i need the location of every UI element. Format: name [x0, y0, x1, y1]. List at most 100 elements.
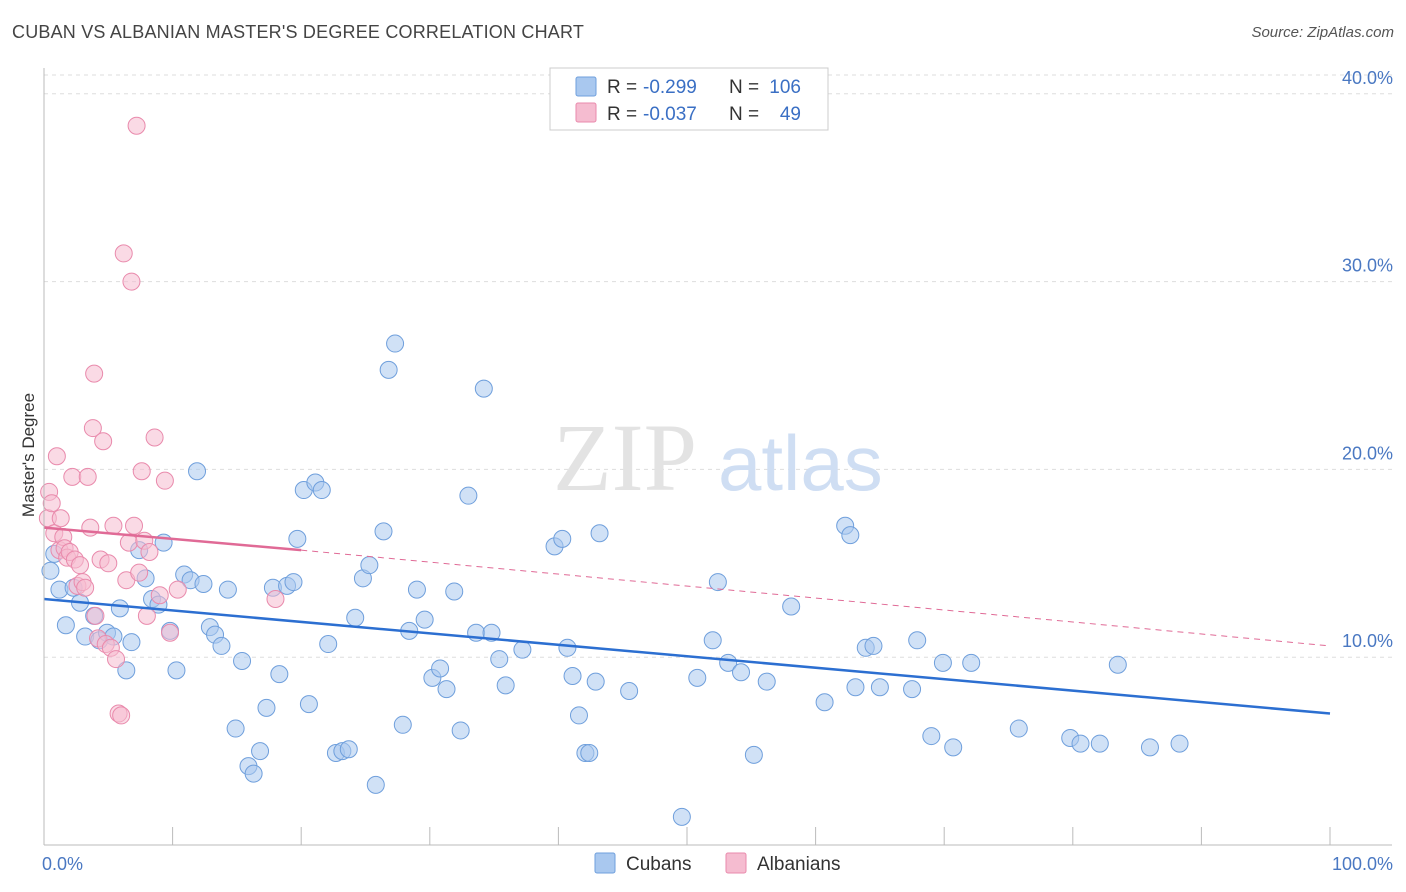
cuban-point — [496, 676, 515, 695]
cuban-point — [580, 743, 599, 762]
legend-bottom: Cubans Albanians — [594, 852, 840, 875]
albanian-point — [155, 471, 174, 490]
cuban-point — [590, 524, 609, 543]
cuban-point — [41, 561, 60, 580]
watermark: ZIP atlas — [553, 404, 883, 511]
legend-bottom-label-albanians: Albanians — [757, 854, 840, 875]
legend-r-label-1: R = — [607, 77, 637, 98]
albanian-point — [112, 706, 131, 725]
source-credit: Source: ZipAtlas.com — [1251, 24, 1394, 41]
cubans-points — [41, 334, 1189, 826]
cuban-point — [864, 636, 883, 655]
cuban-point — [288, 529, 307, 548]
albanian-point — [266, 589, 285, 608]
albanian-point — [85, 364, 104, 383]
legend-top: R = -0.299 N = 106 R = -0.037 N = 49 — [549, 67, 829, 131]
cuban-point — [933, 653, 952, 672]
cuban-point — [122, 633, 141, 652]
cuban-point — [962, 653, 981, 672]
cuban-point — [908, 631, 927, 650]
cuban-point — [815, 693, 834, 712]
x-tick-labels: 0.0% 100.0% — [42, 854, 1393, 874]
albanian-point — [94, 432, 113, 451]
cuban-point — [218, 580, 237, 599]
cuban-point — [459, 486, 478, 505]
cuban-point — [553, 529, 572, 548]
legend-r-value-2: -0.037 — [643, 104, 697, 125]
albanian-point — [161, 623, 180, 642]
albanian-point — [104, 516, 123, 535]
cuban-point — [757, 672, 776, 691]
cuban-point — [1140, 738, 1159, 757]
albanian-point — [107, 650, 126, 669]
albanians-trend-line — [43, 526, 302, 552]
albanian-point — [140, 543, 159, 562]
albanian-point — [51, 509, 70, 528]
cuban-point — [117, 661, 136, 680]
albanian-point — [42, 494, 61, 513]
cuban-point — [586, 672, 605, 691]
albanian-point — [137, 606, 156, 625]
cuban-point — [431, 659, 450, 678]
cuban-point — [312, 481, 331, 500]
cuban-point — [782, 597, 801, 616]
albanian-point — [99, 554, 118, 573]
albanian-point — [81, 518, 100, 537]
cuban-point — [212, 636, 231, 655]
cuban-point — [346, 608, 365, 627]
cuban-point — [284, 573, 303, 592]
cuban-point — [415, 610, 434, 629]
y-tick-labels: 10.0% 20.0% 30.0% 40.0% — [1342, 68, 1393, 651]
cuban-point — [407, 580, 426, 599]
albanian-point — [83, 419, 102, 438]
legend-bottom-swatch-cubans — [594, 852, 616, 874]
cuban-point — [167, 661, 186, 680]
cuban-point — [226, 719, 245, 738]
cuban-point — [563, 666, 582, 685]
cuban-point — [379, 360, 398, 379]
albanian-point — [127, 116, 146, 135]
cuban-point — [360, 556, 379, 575]
cuban-point — [870, 678, 889, 697]
chart-title: CUBAN VS ALBANIAN MASTER'S DEGREE CORREL… — [12, 22, 585, 42]
cuban-point — [744, 745, 763, 764]
axes — [43, 68, 1392, 846]
cuban-point — [944, 738, 963, 757]
legend-n-label-1: N = — [729, 77, 759, 98]
albanian-point — [145, 428, 164, 447]
cuban-point — [319, 635, 338, 654]
cuban-point — [110, 599, 129, 618]
cuban-point — [672, 807, 691, 826]
cuban-point — [299, 695, 318, 714]
legend-bottom-swatch-albanians — [725, 852, 747, 874]
cuban-point — [366, 775, 385, 794]
legend-n-value-2: 49 — [780, 104, 801, 125]
cuban-point — [903, 680, 922, 699]
cuban-point — [1009, 719, 1028, 738]
x-tick-label-min: 0.0% — [42, 854, 83, 874]
cuban-point — [482, 623, 501, 642]
cuban-point — [386, 334, 405, 353]
albanian-point — [168, 580, 187, 599]
cuban-point — [339, 740, 358, 759]
cuban-point — [233, 651, 252, 670]
cuban-point — [1170, 734, 1189, 753]
cuban-point — [56, 616, 75, 635]
cuban-point — [270, 665, 289, 684]
cuban-point — [569, 706, 588, 725]
cuban-point — [474, 379, 493, 398]
legend-swatch-albanians — [575, 102, 597, 123]
albanian-point — [76, 578, 95, 597]
legend-swatch-cubans — [575, 76, 597, 97]
cuban-point — [374, 522, 393, 541]
albanian-point — [47, 447, 66, 466]
albanian-point — [86, 606, 105, 625]
watermark-zip: ZIP — [553, 404, 697, 511]
cubans-trend-line — [43, 597, 1331, 715]
albanian-point — [114, 244, 133, 263]
legend-r-label-2: R = — [607, 104, 637, 125]
legend-bottom-label-cubans: Cubans — [626, 854, 692, 875]
albanian-point — [150, 586, 169, 605]
albanian-point — [125, 516, 144, 535]
cuban-point — [188, 462, 207, 481]
